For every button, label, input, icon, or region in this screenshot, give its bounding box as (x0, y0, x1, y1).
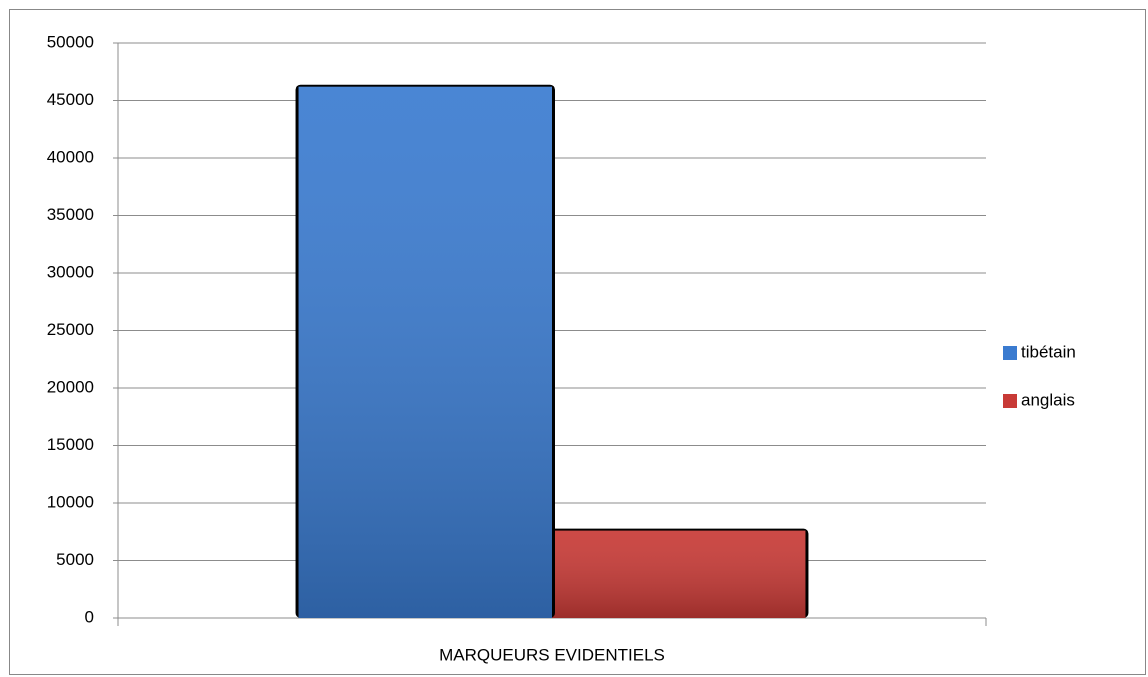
y-tick-label: 0 (85, 607, 94, 626)
y-tick-label: 5000 (56, 550, 94, 569)
bar-shade (298, 86, 552, 618)
y-tick-label: 10000 (47, 492, 94, 511)
bar-shade (552, 530, 806, 618)
x-tick-label: MARQUEURS EVIDENTIELS (439, 645, 665, 664)
y-tick-label: 50000 (47, 32, 94, 51)
legend-swatch (1003, 346, 1017, 360)
legend-swatch (1003, 394, 1017, 408)
y-tick-label: 25000 (47, 320, 94, 339)
y-tick-label: 15000 (47, 435, 94, 454)
y-tick-label: 40000 (47, 147, 94, 166)
legend-label: anglais (1021, 390, 1075, 409)
y-tick-label: 30000 (47, 262, 94, 281)
y-tick-label: 35000 (47, 205, 94, 224)
y-tick-label: 20000 (47, 377, 94, 396)
legend-label: tibétain (1021, 342, 1076, 361)
y-tick-label: 45000 (47, 90, 94, 109)
